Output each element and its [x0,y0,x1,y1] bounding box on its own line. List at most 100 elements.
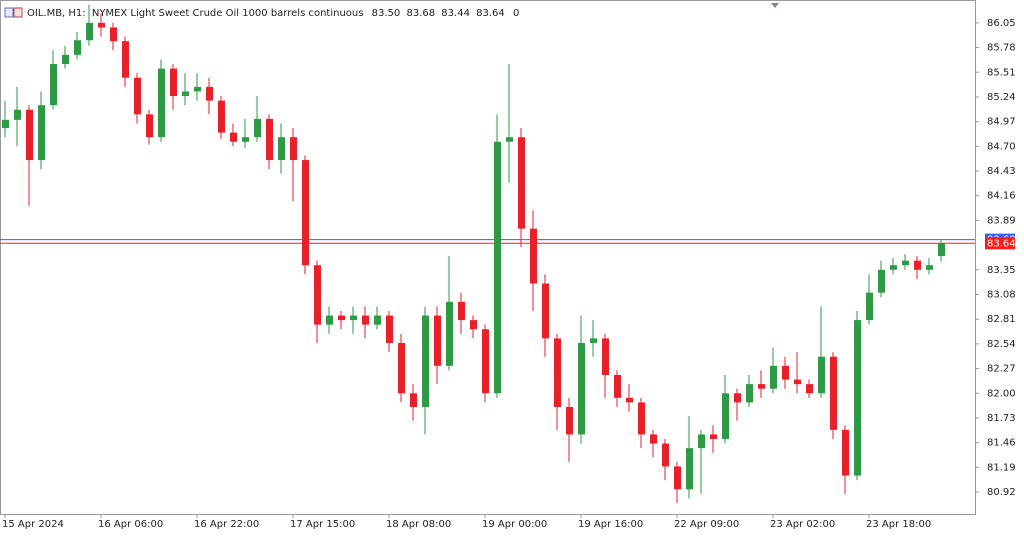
candle-body [74,40,81,55]
header: OIL.MB, H1: NYMEX Light Sweet Crude Oil … [27,8,519,19]
candle-body [926,265,933,270]
candle-body [506,137,513,142]
y-tick-label: 84.16 [987,191,1016,202]
candle-body [290,137,297,161]
chart-title: NYMEX Light Sweet Crude Oil 1000 barrels… [92,8,364,19]
candle-body [230,132,237,142]
candle-body [530,228,537,284]
header-high: 83.68 [406,8,435,19]
candle-body [914,260,921,270]
candle-body [614,374,621,398]
candle-body [2,119,9,129]
candle-body [134,77,141,115]
candle-body [542,283,549,339]
candle-body [710,434,717,440]
candle-body [602,338,609,375]
candle-body [314,265,321,325]
candle-body [734,393,741,403]
candle-body [14,109,21,120]
candle-body [206,86,213,101]
symbol: OIL.MB, H1: [27,8,86,19]
bid-tag-box [985,237,1015,250]
candle-body [362,315,369,325]
candle-body [518,137,525,229]
y-tick-label: 81.46 [987,438,1016,449]
candle-body [302,160,309,266]
candle-body [218,100,225,133]
candle-body [86,22,93,41]
y-tick-label: 82.81 [987,314,1016,325]
header-icon [4,7,23,18]
candle-body [98,22,105,28]
candle-body [878,269,885,293]
y-tick-label: 80.92 [987,487,1016,498]
shift-marker [771,3,779,8]
candle-body [266,118,273,161]
candle-body [242,137,249,142]
x-tick-label: 15 Apr 2024 [2,519,64,530]
candle-body [902,260,909,266]
candle-body [398,342,405,394]
candle-body [410,393,417,407]
y-tick-label: 81.73 [987,413,1016,424]
candle-body [806,384,813,394]
x-tick-label: 17 Apr 15:00 [290,519,355,530]
y-tick-label: 84.70 [987,141,1016,152]
candle-body [326,315,333,325]
candle-body [338,315,345,321]
candle-body [650,434,657,444]
candle-body [170,68,177,97]
candle-body [770,365,777,389]
candle-body [62,54,69,65]
y-tick-label: 83.89 [987,215,1016,226]
candle-body [830,356,837,430]
candle-body [158,68,165,138]
candle-body [254,118,261,138]
candle-body [434,315,441,366]
y-tick-label: 85.78 [987,43,1016,54]
y-tick-label: 83.35 [987,265,1016,276]
x-tick-label: 19 Apr 16:00 [578,519,643,530]
candle-body [854,320,861,476]
candle-body [50,64,57,106]
candle-body [554,338,561,407]
candle-body [386,315,393,343]
header-close: 83.64 [476,8,505,19]
candle-body [38,105,45,161]
candle-body [818,356,825,394]
candle-body [866,292,873,321]
y-tick-label: 84.43 [987,166,1016,177]
candle-body [626,397,633,403]
plot-frame [0,0,976,515]
candle-body [938,243,945,257]
candle-body [494,141,501,394]
candle-body [662,443,669,467]
candle-body [422,315,429,407]
candle-body [122,41,129,78]
candle-body [890,265,897,270]
candle-body [110,27,117,42]
candle-body [686,448,693,490]
candle-body [722,393,729,440]
candle-body [350,315,357,321]
y-tick-label: 85.51 [987,67,1016,78]
bid-tag-label: 83.64 [987,238,1016,249]
y-tick-label: 83.08 [987,289,1016,300]
candle-body [758,384,765,389]
candle-body [278,137,285,161]
candle-body [566,406,573,435]
candle-body [638,402,645,435]
candle-body [782,365,789,380]
candle-body [674,466,681,490]
y-tick-label: 86.05 [987,18,1016,29]
candle-body [458,301,465,321]
candle-body [746,384,753,403]
candle-body [374,315,381,325]
candle-body [194,86,201,92]
header-open: 83.50 [372,8,401,19]
y-tick-label: 85.24 [987,92,1016,103]
header-volume: 0 [513,8,519,19]
y-tick-label: 82.27 [987,364,1016,375]
x-tick-label: 23 Apr 18:00 [866,519,931,530]
